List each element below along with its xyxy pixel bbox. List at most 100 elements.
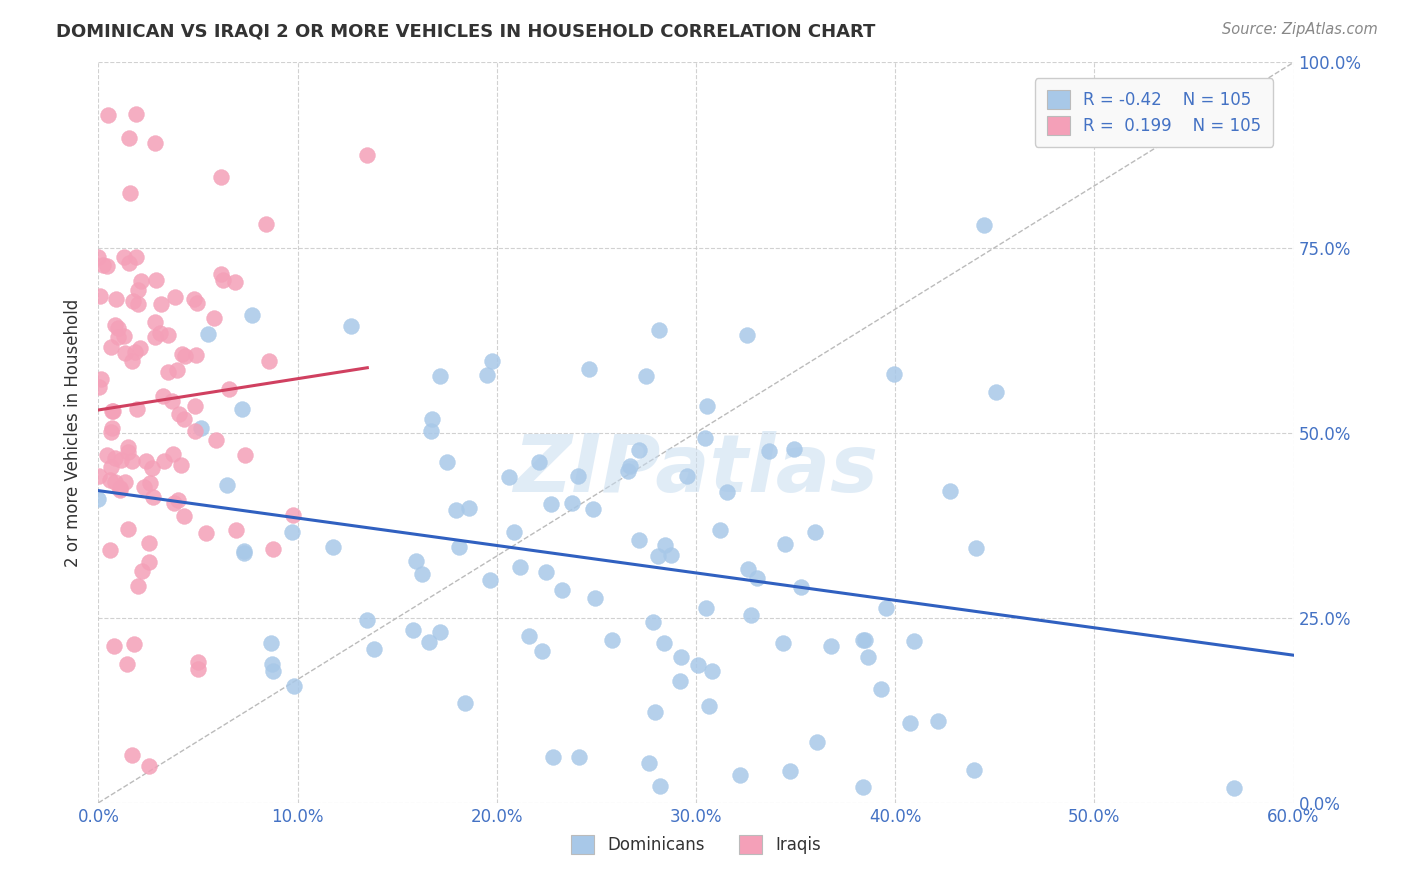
Point [883,368,905,382]
Point [541,750,564,764]
Text: Source: ZipAtlas.com: Source: ZipAtlas.com [1222,22,1378,37]
Point [779,764,801,778]
Point [100,340,122,354]
Point [127,297,149,311]
Point [87,250,110,264]
Point [280,525,302,540]
Point [145,136,167,150]
Point [118,131,141,145]
Point [641,615,664,629]
Point [124,637,146,651]
Point [184,425,207,439]
Point [157,328,180,343]
Point [262,542,284,557]
Point [619,459,641,474]
Point [675,469,697,483]
Point [257,354,280,368]
Point [100,460,122,475]
Point [142,490,165,504]
Point [128,341,150,355]
Point [852,780,875,794]
Point [125,402,148,417]
Point [125,250,148,264]
Point [804,524,827,539]
Point [108,483,131,497]
Point [693,431,716,445]
Point [716,485,738,500]
Point [163,496,186,510]
Point [173,412,195,426]
Point [697,698,720,713]
Point [134,480,156,494]
Point [737,562,759,576]
Point [773,537,796,551]
Point [260,635,283,649]
Point [262,657,284,672]
Point [654,538,676,552]
Point [875,601,897,615]
Point [145,273,167,287]
Point [963,764,986,778]
Point [647,549,669,563]
Point [709,523,731,537]
Point [104,450,127,465]
Point [115,657,138,672]
Point [138,536,160,550]
Point [101,421,124,435]
Text: ZIPatlas: ZIPatlas [513,431,879,508]
Point [160,393,183,408]
Point [783,442,806,456]
Point [184,399,207,413]
Legend: Dominicans, Iraqis: Dominicans, Iraqis [564,829,828,861]
Point [283,679,305,693]
Point [139,475,162,490]
Point [758,444,780,458]
Point [903,634,925,648]
Point [209,170,232,185]
Point [112,329,135,343]
Point [429,368,451,383]
Point [231,402,253,417]
Point [170,458,193,472]
Point [121,353,143,368]
Point [105,292,128,306]
Point [447,540,470,554]
Point [585,591,607,606]
Point [696,400,718,414]
Point [436,454,458,468]
Point [458,501,481,516]
Point [695,601,717,615]
Point [568,749,591,764]
Point [114,345,136,359]
Point [648,323,671,337]
Point [262,665,284,679]
Point [97,107,120,121]
Point [104,475,127,490]
Point [232,544,254,558]
Point [131,564,153,578]
Point [194,525,217,540]
Point [100,425,122,440]
Point [138,758,160,772]
Point [356,613,378,627]
Point [405,554,427,568]
Point [561,496,583,510]
Point [659,548,682,562]
Point [856,649,879,664]
Point [240,308,263,322]
Point [973,219,995,233]
Point [141,461,163,475]
Point [517,629,540,643]
Point [104,318,127,333]
Point [411,566,433,581]
Point [114,475,136,489]
Point [215,478,238,492]
Point [127,579,149,593]
Point [117,522,139,536]
Point [984,385,1007,400]
Point [602,633,624,648]
Point [212,273,235,287]
Point [98,542,121,557]
Point [120,186,142,201]
Point [149,297,172,311]
